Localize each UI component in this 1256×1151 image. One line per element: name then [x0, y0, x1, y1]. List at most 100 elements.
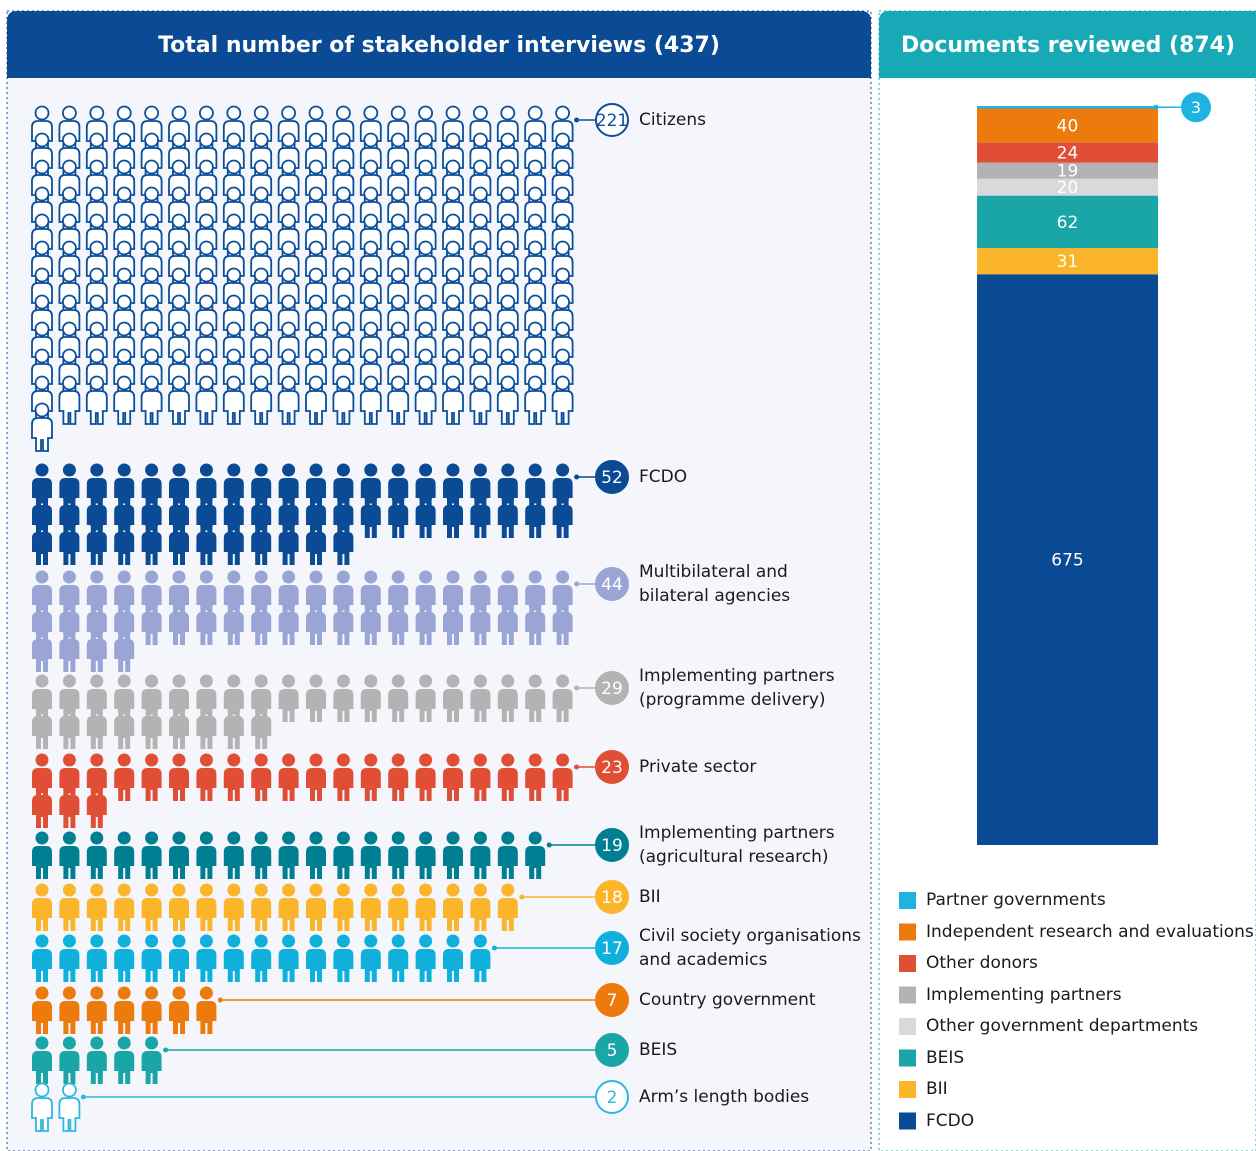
person-body [388, 612, 409, 645]
person-head [198, 105, 214, 121]
person-body [223, 898, 244, 931]
person-head [418, 240, 434, 256]
person-head [35, 986, 49, 1000]
person-head [117, 624, 131, 638]
person-head [282, 570, 296, 584]
legend-swatch [899, 1018, 916, 1035]
person-head [34, 132, 50, 148]
person-head [35, 597, 49, 611]
person-head [281, 348, 297, 364]
person-head [226, 267, 242, 283]
person-head [226, 294, 242, 310]
person-head [445, 186, 461, 202]
person-head [117, 701, 131, 715]
person-body [141, 846, 162, 879]
person-body [442, 390, 464, 425]
person-head [171, 294, 187, 310]
person-body [86, 898, 107, 931]
count-badge [595, 750, 629, 784]
person-body [388, 898, 409, 931]
icon-group [32, 934, 491, 982]
person-head [254, 934, 268, 948]
person-body [59, 639, 80, 672]
person-head [472, 375, 488, 391]
person-head [391, 490, 405, 504]
person-body [359, 390, 382, 425]
person-head [335, 159, 351, 175]
person-head [364, 934, 378, 948]
person-head [90, 570, 104, 584]
person-head [171, 186, 187, 202]
person-body [388, 768, 409, 801]
count-badge [595, 828, 629, 862]
bar-segment [977, 142, 1158, 163]
person-body [59, 898, 80, 931]
person-body [169, 768, 189, 801]
person-head [172, 570, 186, 584]
person-head [364, 570, 378, 584]
person-head [363, 375, 379, 391]
person-head [62, 674, 76, 688]
bar-segment [977, 108, 1158, 143]
person-body [306, 612, 326, 645]
person-head [35, 1036, 49, 1050]
person-head [418, 267, 434, 283]
person-body [360, 505, 381, 538]
icon-group [31, 1082, 81, 1132]
person-head [418, 375, 434, 391]
person-head [144, 321, 160, 337]
person-head [418, 321, 434, 337]
person-body [32, 639, 52, 672]
person-head [226, 132, 242, 148]
person-head [472, 132, 488, 148]
person-head [308, 294, 324, 310]
person-head [198, 240, 214, 256]
person-head [282, 934, 296, 948]
person-head [199, 674, 213, 688]
person-body [497, 846, 518, 879]
person-head [172, 674, 186, 688]
person-head [117, 463, 131, 477]
person-head [309, 463, 323, 477]
count-label: 221 [596, 111, 628, 131]
person-body [251, 532, 272, 565]
person-head [144, 132, 160, 148]
person-head [527, 294, 543, 310]
person-body [141, 716, 162, 749]
person-head [555, 375, 570, 391]
person-head [90, 624, 104, 638]
person-head [90, 597, 104, 611]
person-body [552, 505, 573, 538]
person-body [223, 532, 244, 565]
person-head [145, 597, 159, 611]
person-head [226, 240, 242, 256]
person-head [62, 321, 77, 337]
person-body [196, 612, 217, 645]
person-body [360, 612, 381, 645]
person-head [309, 490, 323, 504]
person-body [333, 898, 354, 931]
count-label: 17 [601, 939, 623, 959]
person-head [500, 105, 516, 121]
icon-group [32, 570, 573, 672]
person-head [555, 132, 570, 148]
person-body [497, 768, 518, 801]
person-head [390, 267, 406, 283]
right-title: Documents reviewed (874) [901, 33, 1235, 58]
person-head [472, 213, 488, 229]
person-body [114, 898, 135, 931]
person-head [419, 570, 433, 584]
person-head [445, 375, 461, 391]
person-body [332, 390, 355, 425]
person-head [335, 240, 351, 256]
bar-segment [977, 106, 1158, 109]
person-body [306, 949, 326, 982]
person-head [419, 831, 433, 845]
legend-label: Independent research and evaluations [926, 921, 1254, 942]
person-head [419, 674, 433, 688]
person-head [419, 490, 433, 504]
count-label: 7 [607, 991, 618, 1011]
person-head [145, 674, 159, 688]
person-head [35, 490, 49, 504]
person-head [446, 570, 460, 584]
